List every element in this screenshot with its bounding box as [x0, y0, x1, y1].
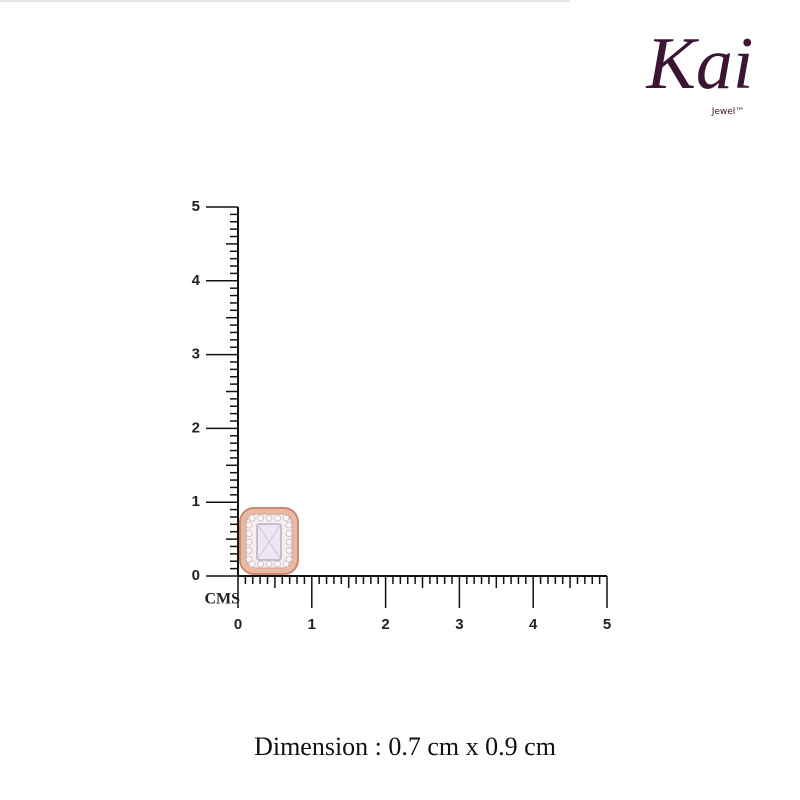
stone	[265, 514, 273, 522]
stone	[285, 538, 293, 546]
x-label: 1	[308, 616, 316, 633]
stone	[285, 530, 293, 537]
x-label: 5	[603, 616, 611, 633]
y-label: 3	[192, 346, 200, 363]
stone	[245, 521, 253, 529]
stone	[285, 555, 293, 563]
stone	[245, 530, 253, 537]
stone	[248, 560, 256, 568]
stone	[245, 538, 253, 546]
y-label: 0	[192, 567, 200, 584]
stone	[257, 560, 264, 568]
logo-sub: Jewel™	[711, 107, 745, 117]
x-label: 3	[455, 616, 463, 633]
stone	[245, 555, 253, 563]
stone	[285, 547, 293, 554]
ruler: 0 1 2 3 4 5 0 1 2 3 4 5	[192, 198, 612, 633]
logo-brand: Kai	[646, 23, 754, 105]
unit-label: CMS	[204, 591, 240, 608]
caption: Dimension : 0.7 cm x 0.9 cm	[254, 732, 556, 761]
y-label: 2	[192, 419, 200, 436]
y-label: 4	[192, 272, 201, 289]
x-label: 4	[529, 616, 538, 633]
x-label: 0	[234, 616, 242, 633]
x-label: 2	[381, 616, 389, 633]
earring	[239, 507, 299, 575]
stone	[274, 560, 281, 568]
stone	[282, 514, 290, 522]
y-label: 5	[192, 198, 200, 215]
stone	[257, 514, 264, 522]
stone	[285, 521, 293, 529]
y-label: 1	[192, 493, 200, 510]
stone	[282, 560, 290, 568]
stone	[274, 514, 281, 522]
stone	[248, 514, 256, 522]
stone	[265, 560, 273, 568]
stone	[245, 547, 253, 554]
